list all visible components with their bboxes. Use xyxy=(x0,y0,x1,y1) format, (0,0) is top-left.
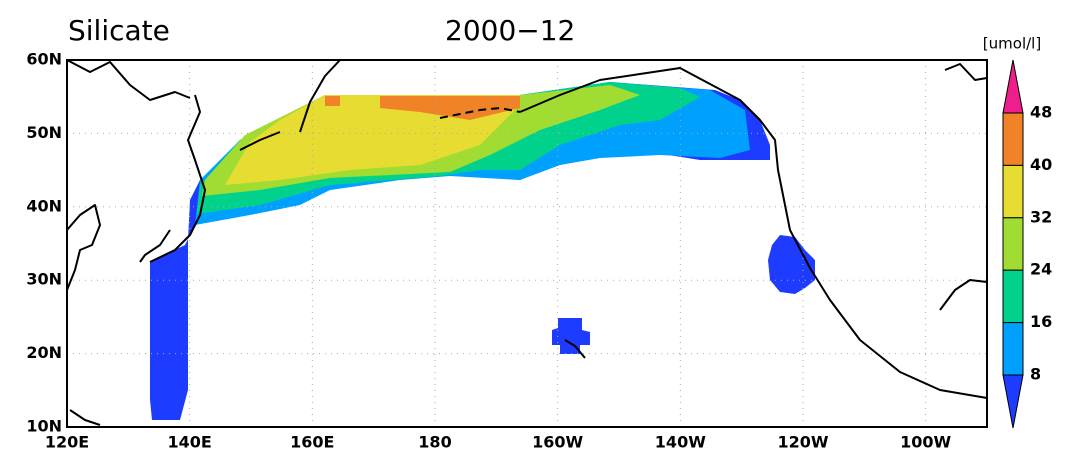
field-region xyxy=(380,96,520,120)
field xyxy=(150,82,815,420)
colorbar-segment xyxy=(1002,322,1024,376)
colorbar-segment xyxy=(1002,59,1024,114)
colorbar-segment xyxy=(1002,164,1024,219)
colorbar-label: 40 xyxy=(1030,155,1052,174)
colorbar-label: 32 xyxy=(1030,207,1052,226)
lon-label: 140W xyxy=(655,433,706,452)
colorbar-label: 48 xyxy=(1030,103,1052,122)
lat-label: 30N xyxy=(26,270,62,289)
lon-label: 180 xyxy=(418,433,451,452)
lat-label: 60N xyxy=(26,50,62,69)
unit: [umol/l] xyxy=(983,35,1041,53)
lon-label: 140E xyxy=(168,433,212,452)
colorbar-label: 16 xyxy=(1030,312,1052,331)
lon-label: 160W xyxy=(532,433,583,452)
colorbar: 48 40 32 24 16 8 xyxy=(1002,59,1052,429)
colorbar-segment xyxy=(1002,269,1024,324)
date: 2000−12 xyxy=(445,14,575,47)
colorbar-segment xyxy=(1002,112,1024,166)
coastlines xyxy=(66,59,988,426)
frame xyxy=(66,59,988,428)
colorbar-label: 8 xyxy=(1030,365,1041,384)
colorbar-label: 24 xyxy=(1030,260,1052,279)
lat-label: 50N xyxy=(26,123,62,142)
colorbar-segment xyxy=(1002,217,1024,271)
lat-label: 10N xyxy=(26,417,62,436)
lon-label: 120W xyxy=(777,433,828,452)
colorbar-segment xyxy=(1002,374,1024,429)
lon-label: 160E xyxy=(290,433,334,452)
field-region xyxy=(768,235,815,294)
field-region xyxy=(552,318,590,354)
lat-label: 40N xyxy=(26,196,62,215)
lat-label: 20N xyxy=(26,343,62,362)
title: Silicate xyxy=(68,14,170,47)
field-region xyxy=(325,96,340,106)
lon-label: 120E xyxy=(45,433,89,452)
lon-label: 100W xyxy=(900,433,951,452)
